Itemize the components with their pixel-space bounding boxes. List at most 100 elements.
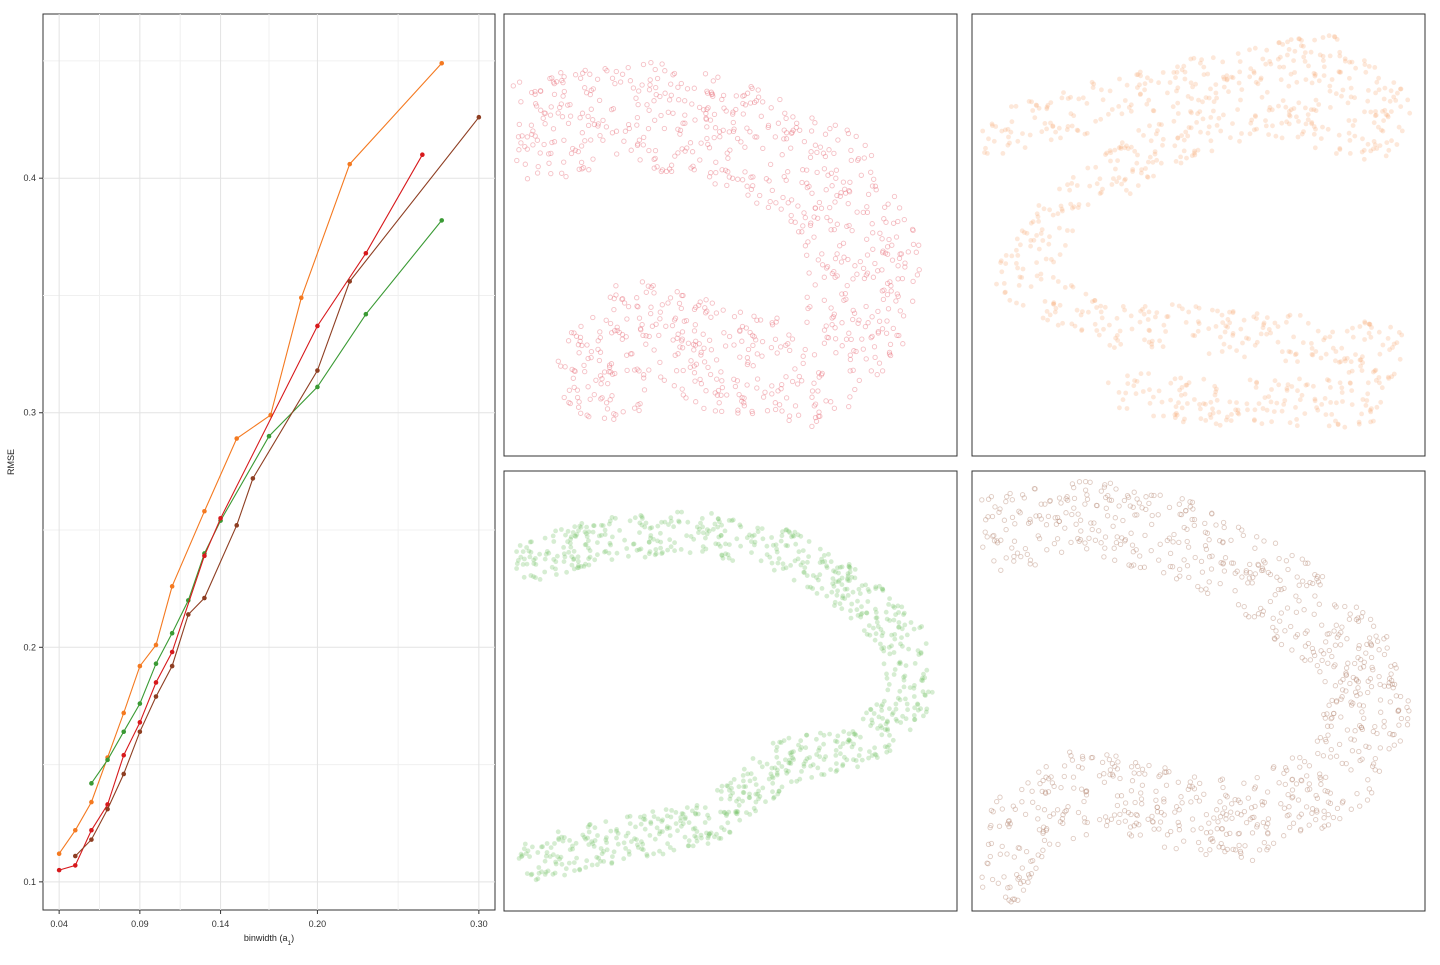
scatter-point bbox=[1125, 373, 1130, 379]
scatter-point bbox=[1181, 557, 1187, 563]
scatter-point bbox=[788, 145, 794, 151]
scatter-point bbox=[1005, 142, 1011, 148]
scatter-point bbox=[1133, 547, 1139, 553]
y-tick-label: 0.4 bbox=[23, 173, 36, 183]
scatter-point bbox=[602, 532, 608, 537]
scatter-point bbox=[687, 550, 693, 556]
scatter-point bbox=[742, 102, 749, 108]
scatter-point bbox=[737, 309, 744, 315]
scatter-point bbox=[1251, 786, 1258, 792]
scatter-point bbox=[1094, 181, 1100, 187]
scatter-point bbox=[797, 127, 803, 133]
scatter-point bbox=[1312, 145, 1318, 151]
scatter-point bbox=[1236, 830, 1242, 837]
scatter-point bbox=[1210, 410, 1216, 416]
scatter-point bbox=[789, 336, 796, 342]
scatter-point bbox=[770, 740, 776, 746]
scatter-point bbox=[1102, 534, 1109, 540]
scatter-point bbox=[847, 569, 853, 575]
scatter-point bbox=[570, 843, 575, 849]
scatter-point bbox=[1152, 149, 1158, 155]
scatter-point bbox=[1210, 406, 1215, 412]
scatter-point bbox=[627, 821, 633, 826]
scatter-point bbox=[833, 569, 838, 575]
scatter-point bbox=[1252, 803, 1258, 810]
scatter-point bbox=[1114, 534, 1120, 540]
scatter-point bbox=[1196, 305, 1202, 311]
scatter-point bbox=[715, 74, 721, 80]
scatter-point bbox=[555, 358, 561, 364]
scatter-point bbox=[1149, 521, 1155, 528]
scatter-point bbox=[1263, 824, 1269, 830]
scatter-point bbox=[879, 586, 885, 592]
scatter-point bbox=[1348, 736, 1354, 742]
scatter-point bbox=[1051, 301, 1056, 307]
scatter-point bbox=[551, 557, 557, 562]
scatter-point bbox=[874, 755, 880, 760]
scatter-point bbox=[1132, 148, 1138, 154]
scatter-point bbox=[552, 870, 558, 876]
scatter-point bbox=[1178, 511, 1185, 518]
scatter-point bbox=[823, 187, 829, 193]
scatter-point bbox=[1196, 798, 1203, 804]
scatter-point bbox=[1065, 497, 1071, 503]
scatter-point bbox=[692, 322, 698, 328]
scatter-point bbox=[572, 368, 578, 374]
scatter-point bbox=[1260, 608, 1266, 614]
scatter-point bbox=[1050, 811, 1057, 817]
scatter-point bbox=[1058, 549, 1065, 555]
scatter-point bbox=[797, 747, 803, 753]
scatter-point bbox=[1293, 781, 1300, 787]
scatter-point bbox=[1317, 52, 1323, 58]
scatter-point bbox=[719, 384, 726, 391]
scatter-point bbox=[730, 517, 736, 523]
scatter-point bbox=[1176, 303, 1182, 309]
scatter-point bbox=[1119, 181, 1124, 187]
scatter-point bbox=[1311, 611, 1317, 617]
scatter-point bbox=[735, 176, 741, 182]
scatter-point bbox=[1342, 424, 1348, 430]
scatter-point bbox=[1368, 642, 1375, 649]
scatter-point bbox=[1322, 736, 1328, 743]
scatter-point bbox=[1142, 87, 1147, 93]
scatter-point bbox=[579, 166, 585, 172]
scatter-point bbox=[1253, 79, 1259, 85]
scatter-point bbox=[1344, 636, 1350, 642]
scatter-point bbox=[1241, 780, 1247, 786]
scatter-point bbox=[1006, 134, 1011, 140]
scatter-point bbox=[1021, 495, 1027, 501]
scatter-point bbox=[1111, 812, 1118, 818]
scatter-point bbox=[573, 534, 579, 539]
scatter-point bbox=[566, 399, 572, 406]
scatter-point bbox=[842, 596, 848, 601]
scatter-point bbox=[1395, 708, 1401, 714]
scatter-point bbox=[1264, 407, 1270, 413]
scatter-point bbox=[1044, 104, 1050, 110]
scatter-point bbox=[648, 821, 654, 826]
scatter-point bbox=[531, 557, 537, 563]
scatter-point bbox=[724, 811, 730, 817]
scatter-point bbox=[781, 738, 787, 743]
scatter-point bbox=[528, 122, 535, 128]
scatter-point bbox=[988, 840, 995, 847]
scatter-point bbox=[671, 383, 677, 389]
scatter-point bbox=[1117, 811, 1123, 818]
scatter-point bbox=[759, 526, 765, 531]
scatter-point bbox=[1018, 242, 1023, 248]
scatter-point bbox=[1220, 810, 1226, 816]
scatter-point bbox=[1119, 535, 1125, 541]
scatter-point bbox=[1192, 150, 1197, 156]
scatter-point bbox=[708, 314, 714, 320]
scatter-point bbox=[575, 148, 581, 155]
scatter-point bbox=[561, 137, 567, 143]
scatter-point bbox=[1085, 165, 1091, 171]
scatter-point bbox=[1284, 319, 1289, 325]
scatter-point bbox=[628, 147, 634, 153]
scatter-point bbox=[914, 272, 921, 278]
scatter-point bbox=[1286, 112, 1292, 118]
scatter-point bbox=[1124, 406, 1130, 411]
scatter-point bbox=[860, 209, 866, 216]
scatter-point bbox=[1044, 126, 1049, 132]
scatter-point bbox=[584, 524, 589, 530]
scatter-point bbox=[1176, 807, 1182, 813]
